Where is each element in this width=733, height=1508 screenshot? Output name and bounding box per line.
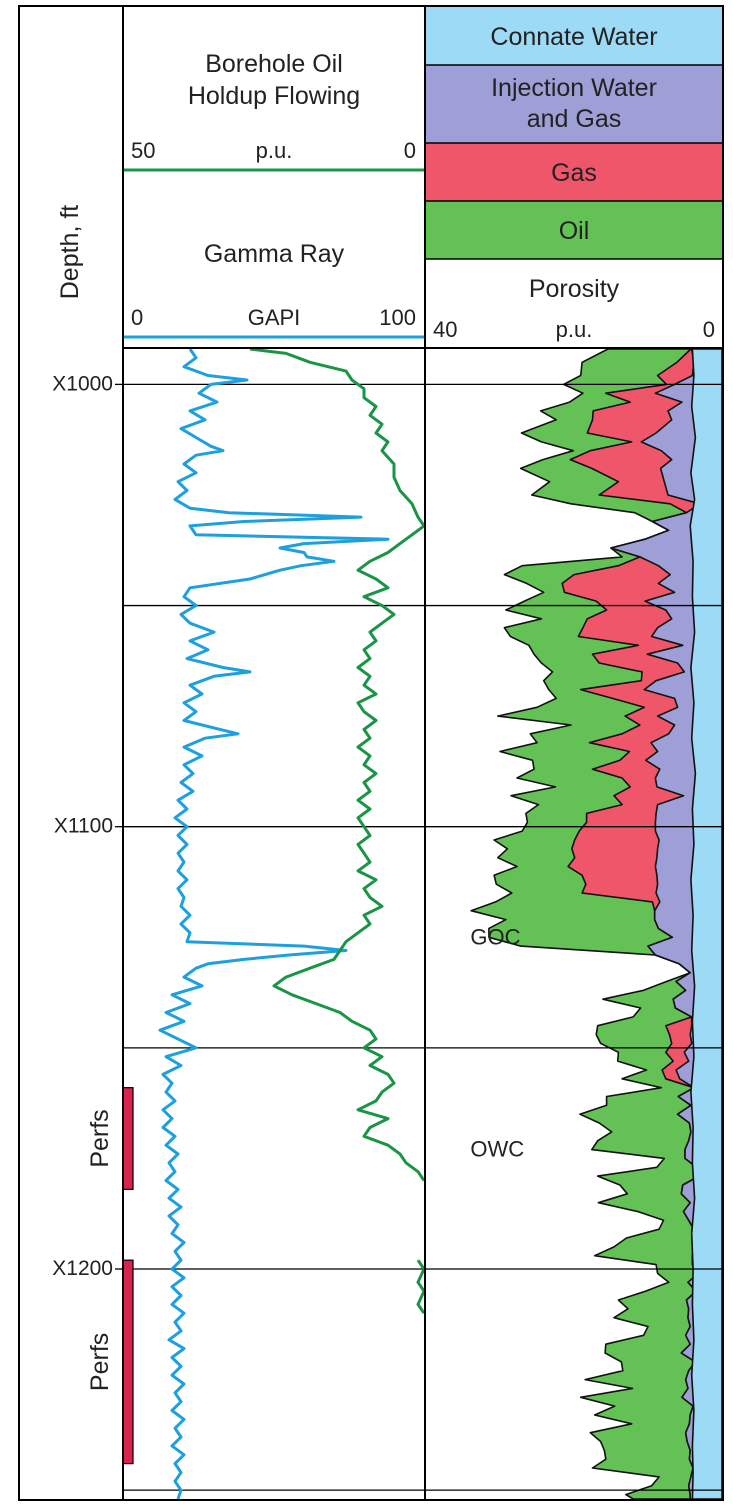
- depth-tick-label: X1200: [52, 1257, 113, 1280]
- legend-injection-line2: and Gas: [527, 105, 622, 133]
- legend-swatch-injection-water: [425, 65, 723, 143]
- legend-injection-line1: Injection Water: [491, 74, 657, 102]
- porosity-scale-right: 0: [703, 317, 715, 342]
- holdup-scale-right: 0: [404, 138, 416, 163]
- depth-tick-label: X1000: [52, 372, 113, 395]
- depth-tick-labels: X1000 X1100 X1200: [52, 372, 113, 1280]
- porosity-title: Porosity: [529, 275, 620, 303]
- perforation-label: Perfs: [86, 1109, 114, 1167]
- holdup-title-line2: Holdup Flowing: [188, 82, 360, 110]
- gamma-scale-unit: GAPI: [248, 305, 301, 330]
- annotation-owc: OWC: [470, 1137, 524, 1162]
- log-curves: [158, 347, 426, 1500]
- porosity-scale-left: 40: [433, 317, 457, 342]
- legend-swatch-oil: [425, 201, 723, 259]
- gamma-ray-curve: [158, 348, 390, 1500]
- depth-tick-label: X1100: [54, 815, 113, 838]
- annotation-goc: GOC: [470, 924, 520, 949]
- perforation-label: Perfs: [86, 1333, 114, 1391]
- porosity-annotations: GOC OWC: [470, 924, 524, 1161]
- porosity-scale-unit: p.u.: [556, 317, 593, 342]
- legend-gas: Gas: [551, 159, 597, 187]
- legend-swatch-gas: [425, 143, 723, 201]
- legend-oil: Oil: [559, 217, 590, 245]
- gamma-scale-left: 0: [131, 305, 143, 330]
- holdup-scale-unit: p.u.: [256, 138, 293, 163]
- connate-water-fill: [689, 348, 723, 1500]
- legend-connate-water: Connate Water: [490, 23, 657, 51]
- chart-frame: [18, 5, 724, 1501]
- perforation-intervals: Perfs Perfs: [86, 1087, 134, 1465]
- holdup-scale-left: 50: [131, 138, 155, 163]
- oil-holdup-curve-segment: [249, 347, 426, 1182]
- gamma-title: Gamma Ray: [204, 240, 345, 268]
- oil-holdup-curve-segment: [416, 1259, 426, 1315]
- holdup-title-line1: Borehole Oil: [205, 50, 343, 78]
- perforation-interval: [122, 1259, 134, 1465]
- porosity-fills: [470, 348, 723, 1500]
- depth-gridlines: [115, 383, 723, 1491]
- legend-swatch-connate-water: [425, 6, 723, 65]
- gamma-scale-right: 100: [379, 305, 416, 330]
- depth-axis-label: Depth, ft: [56, 205, 84, 300]
- perforation-interval: [122, 1087, 134, 1190]
